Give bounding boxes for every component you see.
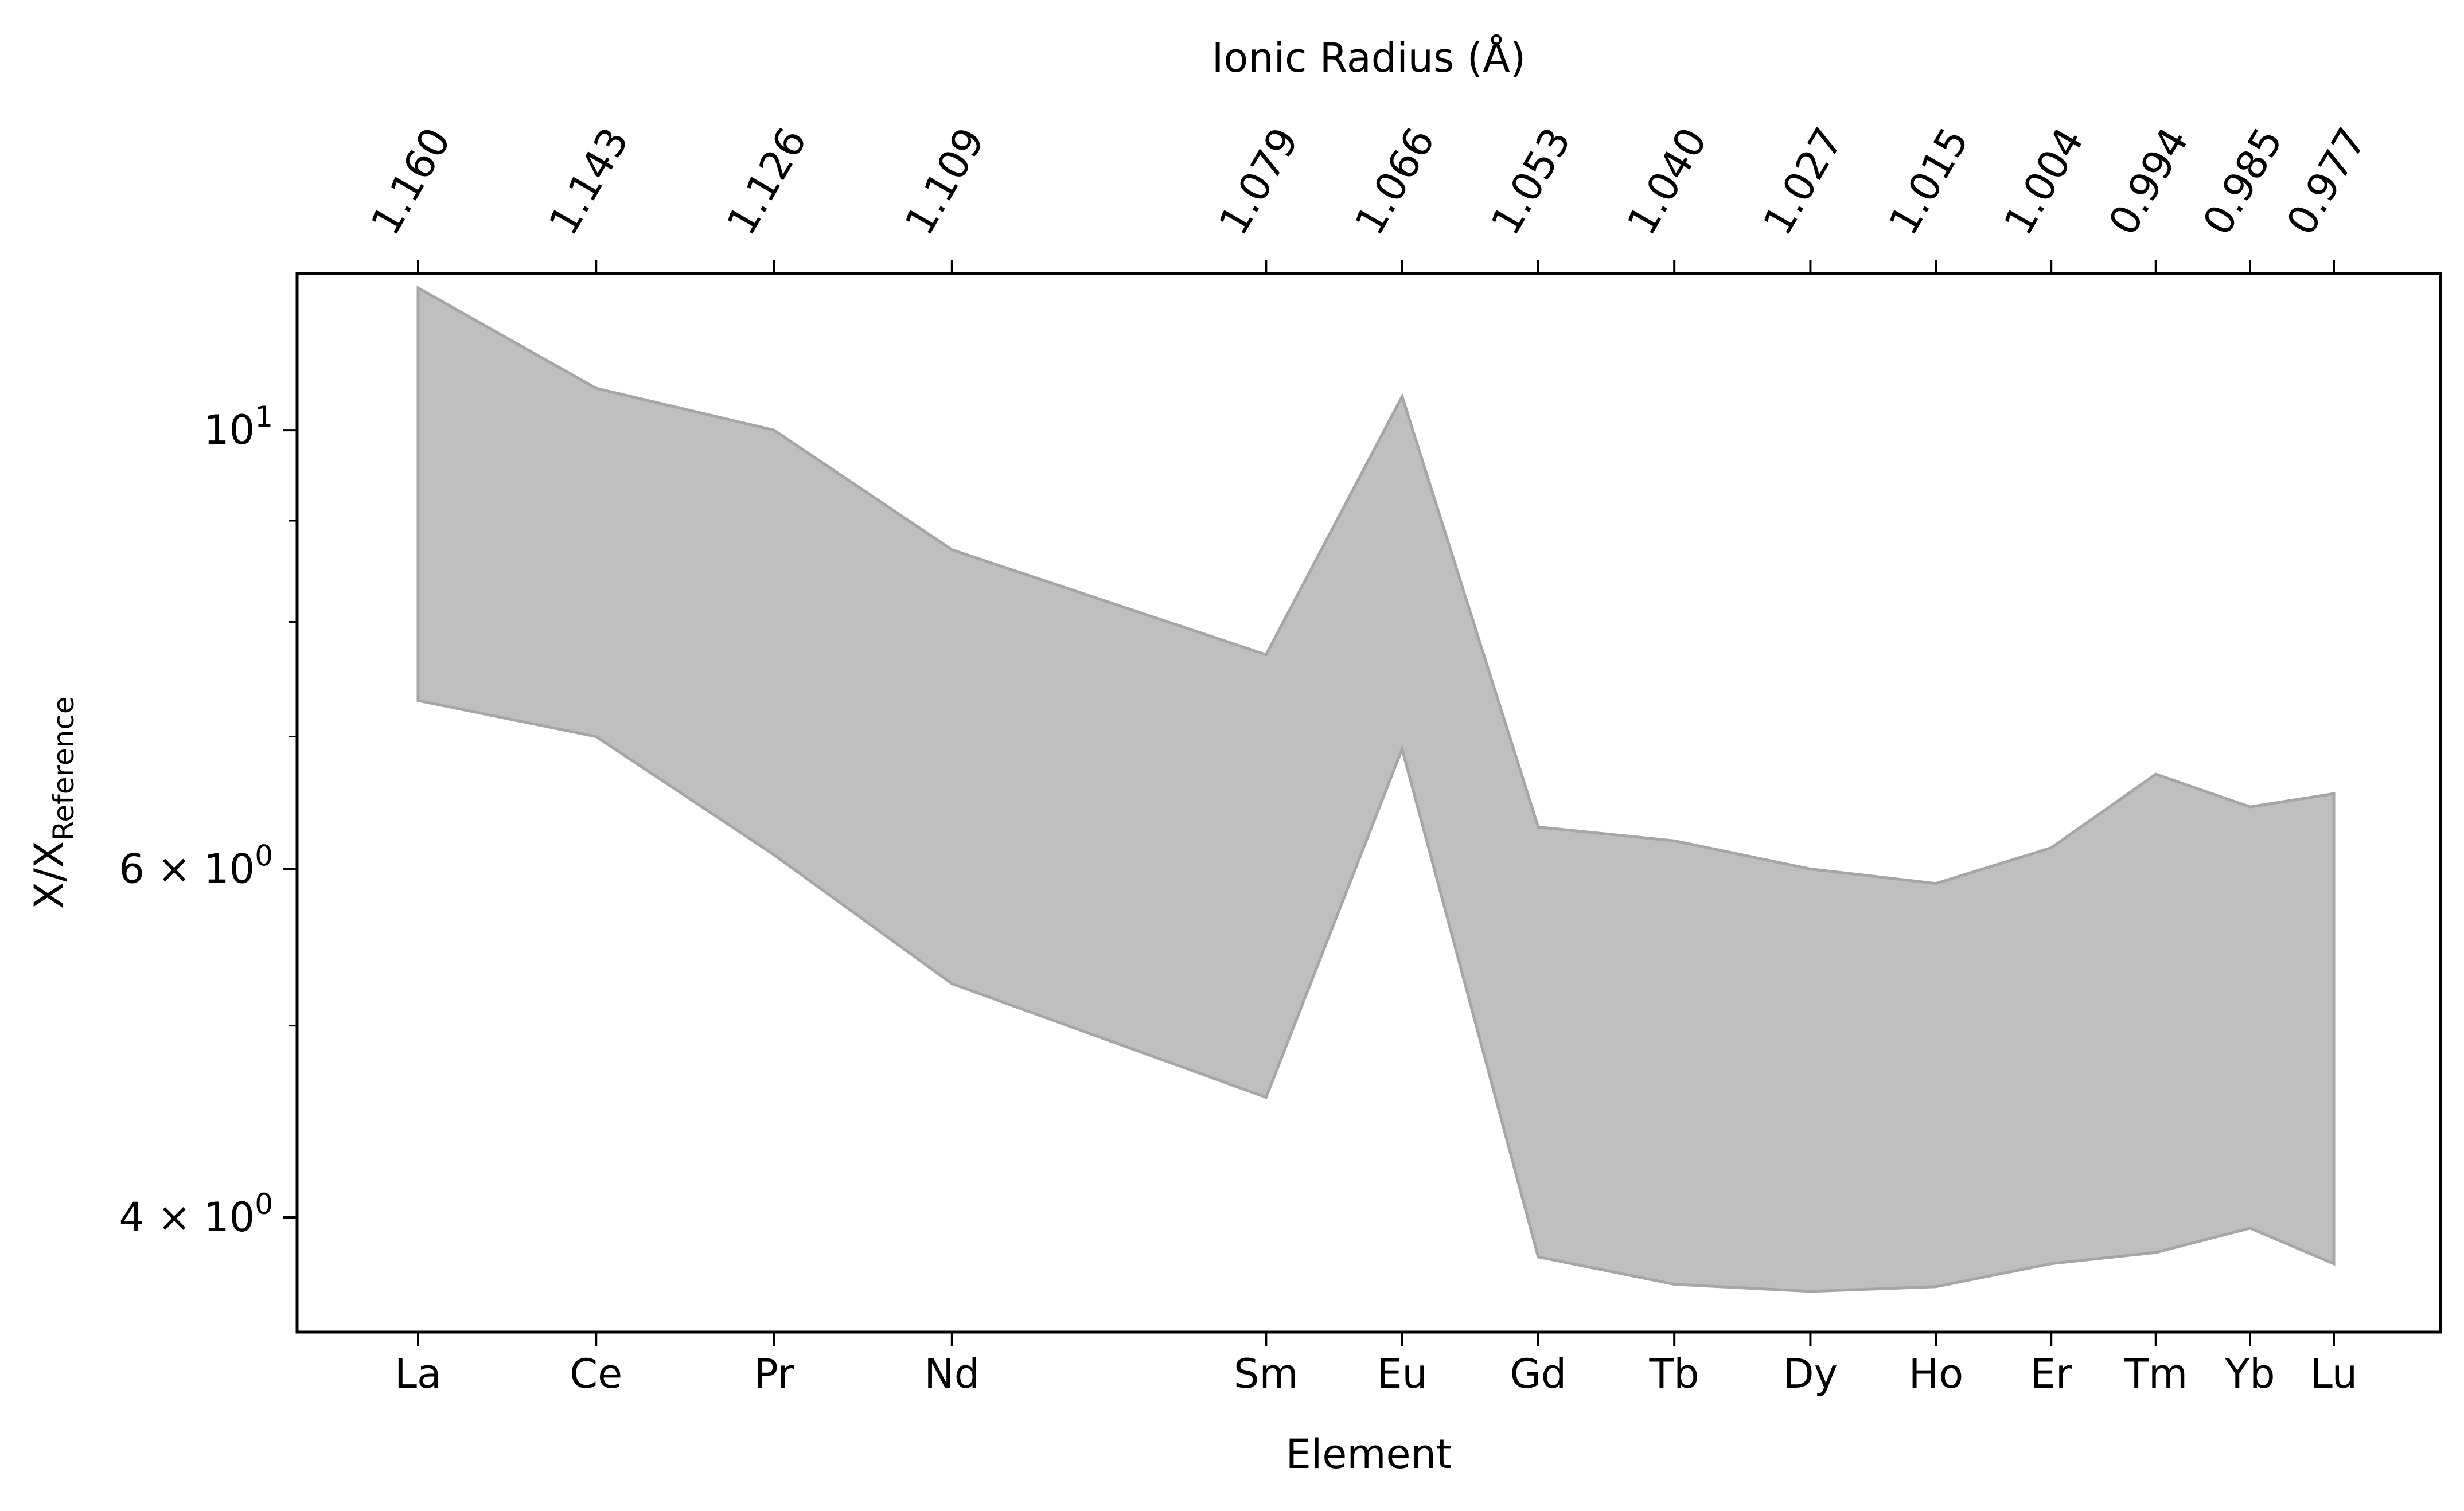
x-tick-label-la: La bbox=[395, 1350, 442, 1397]
x-tick-label-tb: Tb bbox=[1649, 1350, 1699, 1397]
x-tick-label-ce: Ce bbox=[570, 1350, 622, 1397]
x-tick-label-tm: Tm bbox=[2123, 1350, 2188, 1397]
x-tick-label-sm: Sm bbox=[1234, 1350, 1299, 1397]
x-axis-label: Element bbox=[1286, 1431, 1452, 1478]
y-axis-label-main: X/X bbox=[26, 841, 73, 909]
top-axis-label: Ionic Radius (Å) bbox=[1212, 34, 1526, 81]
x-tick-label-er: Er bbox=[2030, 1350, 2072, 1397]
x-tick-label-gd: Gd bbox=[1510, 1350, 1567, 1397]
x-tick-label-pr: Pr bbox=[754, 1350, 794, 1397]
value-range-band bbox=[416, 285, 2336, 1293]
y-tick-label-10: 101 bbox=[204, 400, 273, 454]
x-tick-label-yb: Yb bbox=[2224, 1350, 2275, 1397]
x-tick-label-lu: Lu bbox=[2310, 1350, 2357, 1397]
left-axis: 4 × 100 6 × 100 101 bbox=[119, 400, 297, 1241]
bottom-axis: La Ce Pr Nd Sm Eu Gd Tb Dy Ho Er Tm Yb Lu bbox=[395, 1332, 2357, 1397]
y-tick-label-4: 4 × 100 bbox=[119, 1188, 273, 1241]
y-axis-label: X/XReference bbox=[26, 696, 80, 909]
x-tick-label-eu: Eu bbox=[1377, 1350, 1428, 1397]
y-axis-label-subscript: Reference bbox=[47, 696, 80, 841]
x-tick-label-dy: Dy bbox=[1783, 1350, 1838, 1397]
x-tick-label-nd: Nd bbox=[924, 1350, 980, 1397]
plot-area bbox=[416, 285, 2336, 1293]
x-tick-label-ho: Ho bbox=[1909, 1350, 1963, 1397]
y-tick-label-6: 6 × 100 bbox=[119, 839, 273, 892]
axes-frame bbox=[295, 272, 2442, 1334]
